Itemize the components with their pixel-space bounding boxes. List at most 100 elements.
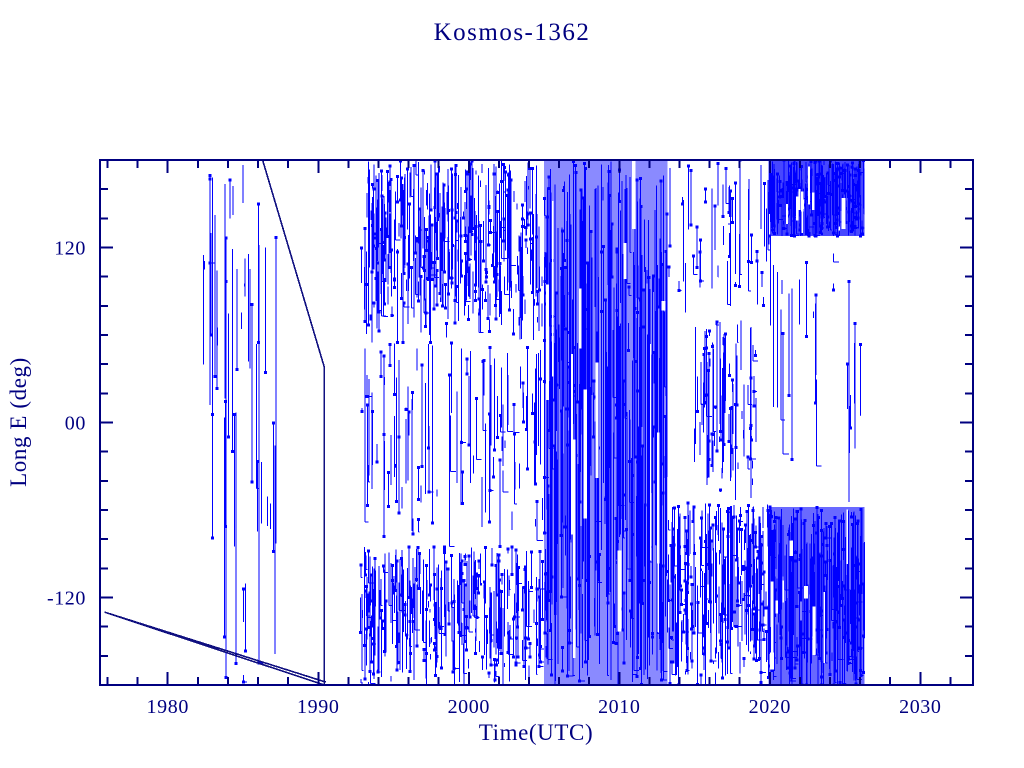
data-point-marker	[610, 275, 614, 279]
data-point-marker	[373, 557, 377, 560]
data-point-marker	[565, 407, 569, 411]
data-point-marker	[539, 377, 543, 381]
data-point-marker	[422, 659, 426, 662]
data-point-marker	[491, 475, 495, 479]
data-point-marker	[563, 327, 567, 331]
data-point-marker	[640, 444, 644, 448]
data-point-marker	[561, 188, 565, 192]
data-point-marker	[498, 262, 502, 266]
data-point-marker	[443, 633, 447, 637]
data-point-marker	[541, 560, 545, 564]
data-point-marker	[721, 527, 725, 531]
data-point-marker	[722, 442, 726, 446]
data-point-marker	[553, 398, 557, 402]
data-point-marker	[716, 161, 720, 165]
data-point-marker	[463, 239, 467, 243]
data-point-marker	[429, 583, 433, 587]
data-point-marker	[522, 665, 526, 668]
data-point-marker	[738, 284, 741, 288]
data-point-marker	[685, 529, 689, 533]
data-point-marker	[468, 615, 472, 619]
data-point-marker	[708, 503, 711, 507]
data-point-marker	[514, 663, 518, 667]
data-point-marker	[709, 539, 713, 543]
data-point-marker	[499, 589, 503, 593]
data-point-marker	[727, 211, 731, 214]
data-point-marker	[699, 673, 703, 677]
data-point-marker	[374, 277, 378, 281]
data-point-marker	[383, 258, 386, 262]
data-point-marker	[460, 559, 464, 563]
data-point-marker	[636, 656, 640, 660]
data-point-marker	[715, 449, 719, 453]
data-point-marker	[576, 400, 580, 404]
data-point-marker	[689, 168, 693, 172]
data-point-marker	[392, 591, 396, 595]
data-point-marker	[452, 599, 456, 603]
data-point-marker	[586, 261, 589, 265]
data-point-marker	[668, 244, 672, 248]
data-point-marker	[628, 609, 632, 613]
data-gap	[801, 195, 803, 234]
data-point-marker	[847, 279, 851, 283]
data-point-marker	[392, 393, 396, 396]
data-point-marker	[417, 299, 420, 303]
data-point-marker	[627, 285, 631, 289]
data-point-marker	[763, 182, 767, 186]
data-point-marker	[386, 235, 390, 239]
data-point-marker	[719, 430, 723, 433]
data-point-marker	[760, 270, 764, 274]
data-point-marker	[369, 599, 373, 603]
data-point-marker	[579, 188, 583, 192]
data-point-marker	[432, 648, 436, 652]
data-point-marker	[561, 253, 565, 257]
x-tick-label: 2020	[749, 696, 791, 718]
data-point-marker	[753, 530, 757, 534]
data-point-marker	[465, 170, 469, 174]
data-point-marker	[407, 410, 411, 414]
data-point-marker	[494, 663, 498, 667]
x-axis-title: Time(UTC)	[479, 720, 593, 745]
data-point-marker	[363, 643, 367, 647]
data-point-marker	[493, 303, 497, 307]
data-point-marker	[224, 525, 228, 528]
data-gap	[770, 620, 774, 657]
data-point-marker	[396, 175, 400, 178]
data-point-marker	[684, 561, 688, 565]
data-point-marker	[380, 227, 384, 231]
data-point-marker	[402, 271, 406, 275]
data-point-marker	[538, 288, 541, 292]
data-point-marker	[568, 331, 572, 335]
data-point-marker	[562, 259, 566, 263]
data-point-marker	[749, 563, 753, 567]
data-point-marker	[496, 210, 500, 213]
data-point-marker	[596, 632, 599, 636]
data-point-marker	[406, 167, 410, 171]
data-point-marker	[731, 197, 735, 201]
data-point-marker	[670, 635, 674, 639]
data-point-marker	[465, 372, 469, 376]
data-point-marker	[447, 373, 451, 377]
data-point-marker	[521, 608, 525, 612]
data-point-marker	[713, 204, 717, 208]
data-point-marker	[379, 375, 383, 379]
data-point-marker	[256, 202, 260, 206]
data-gap	[812, 606, 816, 655]
data-point-marker	[493, 280, 496, 284]
data-point-marker	[622, 591, 626, 595]
data-point-marker	[685, 646, 689, 650]
data-point-marker	[703, 200, 707, 204]
data-point-marker	[451, 670, 455, 674]
data-point-marker	[424, 608, 428, 612]
data-point-marker	[455, 219, 459, 223]
data-point-marker	[224, 236, 228, 240]
data-point-marker	[512, 403, 516, 406]
data-point-marker	[535, 499, 539, 503]
data-point-marker	[422, 647, 426, 651]
data-point-marker	[507, 308, 511, 312]
data-point-marker	[761, 572, 765, 576]
data-point-marker	[831, 288, 835, 292]
data-point-marker	[495, 436, 499, 440]
data-point-marker	[425, 564, 429, 568]
